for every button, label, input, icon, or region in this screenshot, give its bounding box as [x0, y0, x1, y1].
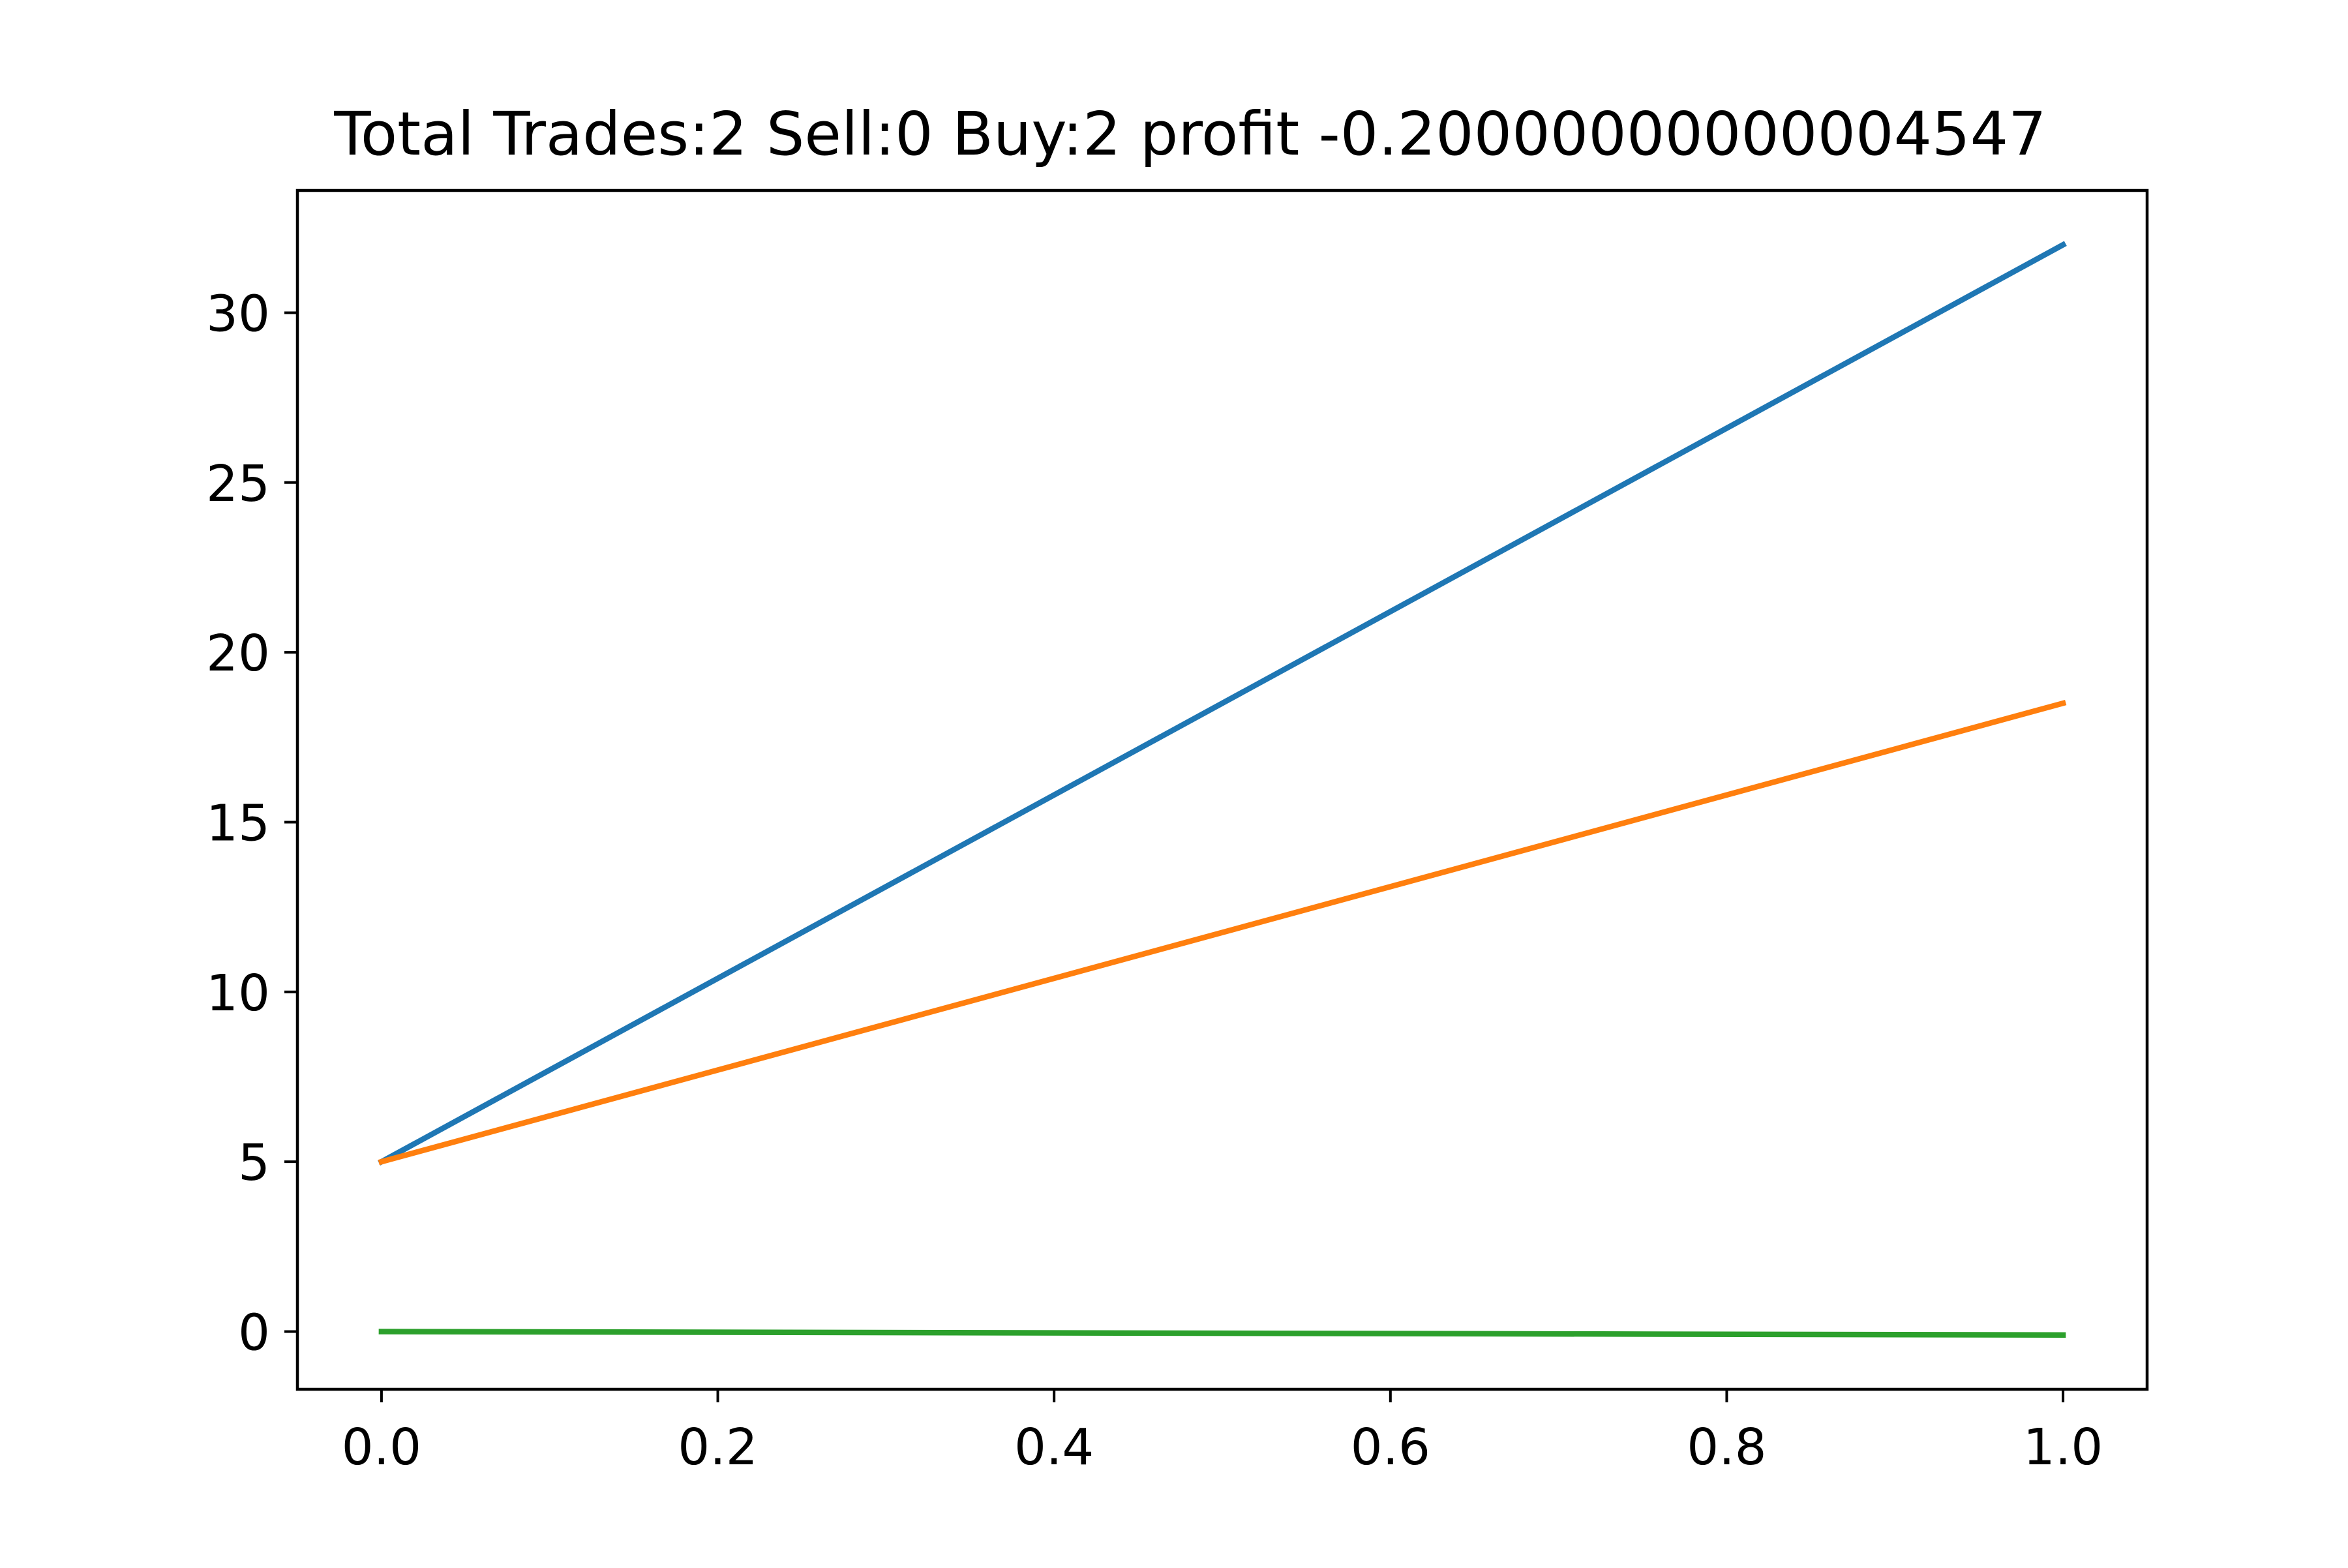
- x-tick-label: 0.2: [678, 1419, 757, 1477]
- chart-title: Total Trades:2 Sell:0 Buy:2 profit -0.20…: [333, 99, 2046, 169]
- y-tick-label: 20: [206, 625, 270, 683]
- series-layer: [378, 241, 2067, 1338]
- y-tick-label: 15: [206, 794, 270, 852]
- y-tick-label: 25: [206, 455, 270, 513]
- y-tick-label: 5: [238, 1134, 270, 1192]
- y-tick-label: 10: [206, 965, 270, 1023]
- plot-area-frame: [295, 188, 2149, 1391]
- x-axis-ticks: 0.0 0.2 0.4 0.6 0.8 1.0: [342, 1389, 2103, 1477]
- x-tick-label: 0.6: [1351, 1419, 1430, 1477]
- series-line-1: [378, 241, 2067, 1166]
- y-tick-label: 30: [206, 285, 270, 343]
- y-tick-label: 0: [238, 1304, 270, 1362]
- x-tick-label: 1.0: [2023, 1419, 2103, 1477]
- x-tick-label: 0.0: [342, 1419, 421, 1477]
- x-tick-label: 0.8: [1687, 1419, 1766, 1477]
- series-line-2: [378, 699, 2067, 1166]
- series-line-3: [378, 1329, 2066, 1338]
- y-axis-ticks: 0 5 10 15 20 25 30: [206, 285, 297, 1362]
- x-tick-label: 0.4: [1014, 1419, 1094, 1477]
